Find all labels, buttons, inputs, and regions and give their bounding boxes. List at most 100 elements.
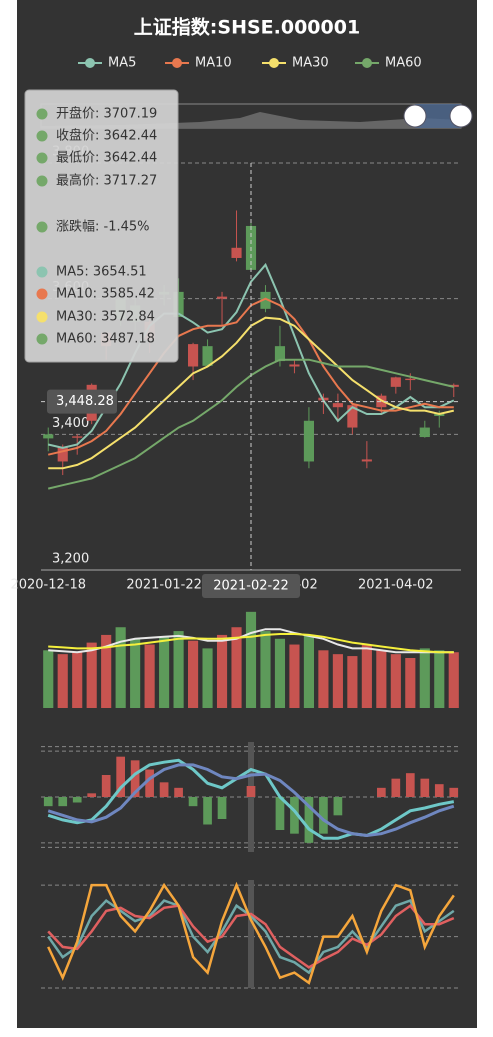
tooltip-text: 最高价: 3717.27	[56, 173, 157, 189]
volume-bar	[274, 638, 286, 708]
tooltip-text: 开盘价: 3707.19	[56, 106, 157, 122]
candle-body	[448, 384, 459, 387]
pointer-label-box	[202, 574, 300, 598]
volume-bar	[289, 644, 300, 708]
tooltip-marker	[36, 221, 48, 233]
volume-bar	[390, 654, 401, 708]
macd-bar	[217, 797, 227, 819]
macd-bar	[87, 793, 97, 797]
macd-bar	[188, 797, 198, 807]
tooltip-text: MA60: 3487.18	[56, 332, 155, 347]
macd-bar	[116, 756, 125, 797]
volume-bar	[245, 611, 257, 708]
macd-bar	[203, 797, 212, 825]
volume-bar	[72, 652, 83, 708]
zoom-handle[interactable]	[449, 104, 473, 128]
zoom-handle[interactable]	[403, 104, 427, 128]
legend-icon	[172, 58, 182, 68]
tooltip-text: MA5: 3654.51	[56, 265, 147, 280]
candle-body	[303, 420, 314, 462]
pointer-label-box	[47, 389, 117, 414]
volume-bar	[130, 638, 141, 708]
macd-bar	[72, 797, 82, 803]
volume-bar	[202, 648, 213, 708]
y-tick-label: 3,400	[52, 416, 89, 431]
tooltip-text: 涨跌幅: -1.45%	[56, 219, 150, 235]
candle-body	[216, 296, 228, 299]
macd-bar	[391, 778, 401, 797]
tooltip-box	[24, 89, 179, 363]
volume-bar	[101, 634, 112, 708]
candle-body	[274, 346, 286, 362]
volume-bar	[159, 636, 170, 708]
zoom-preview	[41, 112, 461, 128]
line-series	[47, 763, 455, 838]
line-series	[47, 903, 455, 969]
volume-bar	[188, 640, 199, 708]
candle-body	[361, 459, 372, 462]
volume-bar	[86, 642, 97, 708]
tooltip-text: 最低价: 3642.44	[56, 151, 157, 166]
volume-bar	[448, 652, 459, 708]
volume-bar	[318, 650, 329, 708]
macd-bar	[145, 769, 154, 797]
line-series	[48, 633, 454, 654]
candle-body	[173, 291, 184, 317]
line-series	[47, 758, 455, 840]
candle-body	[188, 344, 199, 367]
candle-body	[202, 346, 213, 366]
chart-title: 上证指数:SHSE.000001	[134, 16, 360, 39]
volume-bar	[260, 631, 271, 708]
macd-bar	[377, 787, 386, 797]
candle-body	[72, 436, 83, 438]
macd-bar	[304, 797, 314, 843]
tooltip-marker	[36, 333, 48, 345]
candle-body	[43, 434, 54, 439]
candle-body	[332, 403, 343, 408]
tooltip-text: 收盘价: 3642.44	[56, 128, 157, 144]
macd-bar	[159, 782, 169, 797]
candle-body	[231, 247, 242, 258]
tooltip-marker	[36, 175, 48, 187]
x-tick-label: 2021-01-22	[126, 578, 202, 593]
candle-body	[390, 377, 401, 387]
tooltip-text: MA10: 3585.42	[56, 287, 155, 302]
macd-bar	[405, 773, 415, 797]
line-series	[47, 881, 455, 985]
volume-bar	[173, 631, 184, 708]
legend-icon	[362, 58, 372, 68]
volume-bar	[231, 627, 242, 708]
legend-label: MA60	[385, 56, 422, 71]
candle-body	[57, 446, 68, 462]
volume-bar	[361, 644, 372, 708]
volume-bar	[144, 644, 155, 708]
macd-bar	[319, 797, 328, 834]
tooltip-text: MA30: 3572.84	[56, 310, 155, 325]
y-tick-label: 3,200	[52, 552, 89, 567]
x-tick-label: 2021-04-02	[358, 578, 434, 593]
volume-bar	[332, 654, 343, 708]
volume-bar	[115, 627, 126, 708]
candle-body	[405, 378, 416, 381]
tooltip-marker	[36, 288, 48, 300]
line-series	[48, 628, 454, 654]
macd-bar	[246, 786, 256, 797]
data-zoom[interactable]	[40, 103, 473, 129]
volume-bar	[419, 648, 430, 708]
macd-bar	[275, 797, 285, 830]
volume-bar	[347, 656, 358, 708]
tooltip-marker	[36, 130, 48, 142]
candle-body	[289, 364, 300, 367]
legend-label: MA30	[292, 56, 329, 71]
macd-bar	[333, 797, 343, 816]
volume-bar	[216, 634, 228, 708]
volume-bar	[57, 654, 68, 708]
legend-label: MA10	[195, 56, 232, 71]
pointer-label: 3,448.28	[56, 394, 114, 409]
legend-icon	[85, 58, 95, 68]
tooltip: 开盘价: 3707.19 收盘价: 3642.44 最低价: 3642.44 最高价:…	[24, 89, 179, 363]
volume-bar	[43, 650, 54, 708]
macd-bar	[58, 797, 68, 807]
macd-bar	[449, 787, 459, 797]
